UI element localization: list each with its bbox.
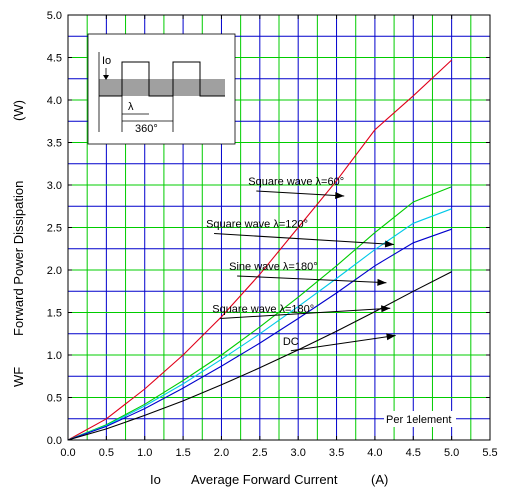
annotation-arrowhead-square-120: [384, 240, 395, 248]
y-axis-unit: (W): [11, 100, 26, 121]
y-axis-symbol: WF: [11, 367, 26, 387]
y-tick-label: 5.0: [47, 10, 62, 22]
annotation-arrowhead-dc: [386, 333, 396, 341]
y-tick-label: 3.0: [47, 180, 62, 192]
note-background: [384, 411, 456, 427]
x-tick-label: 0.5: [99, 447, 114, 459]
x-tick-label: 1.5: [175, 447, 190, 459]
annotation-arrow-square-180: [220, 307, 391, 319]
inset-period-label: 360°: [135, 123, 158, 135]
series-line-sine-wave-180: [67, 208, 452, 441]
y-tick-label: 3.5: [47, 138, 62, 150]
series-line-square-wave-180: [67, 228, 452, 441]
x-tick-label: 1.0: [137, 447, 152, 459]
x-tick-label: 4.5: [406, 447, 421, 459]
x-tick-label: 0.0: [60, 447, 75, 459]
annotation-sine-180: Sine wave λ=180°: [229, 261, 387, 286]
annotation-label-square-180: Square wave λ=180°: [212, 304, 314, 316]
inset-square-wave: [99, 61, 225, 97]
axis-ticks: 0.0 0.5 1.0 1.5 2.0 2.5 3.0 3.5 4.0 4.5 5.0 5.5 0.0 0…: [47, 10, 498, 459]
y-tick-label: 0.5: [47, 393, 62, 405]
x-axis-symbol: Io: [150, 472, 161, 487]
series-line-square-wave-120: [67, 186, 452, 441]
annotation-arrow-dc: [290, 334, 396, 352]
x-tick-label: 2.0: [214, 447, 229, 459]
inset-io-arrowhead: [103, 75, 109, 80]
annotation-label-dc: DC: [283, 336, 299, 348]
y-tick-label: 2.5: [47, 223, 62, 235]
y-tick-label: 2.0: [47, 265, 62, 277]
annotation-arrow-square-120: [214, 233, 395, 245]
annotation-label-square-60: Square wave λ=60°: [248, 176, 344, 188]
note-per-element: Per 1element: [386, 414, 451, 426]
annotation-dc: DC: [283, 333, 396, 352]
x-axis-unit: (A): [371, 472, 388, 487]
annotation-arrow-sine-180: [237, 275, 387, 284]
annotation-square-60: Square wave λ=60°: [248, 176, 345, 200]
annotation-arrowhead-sine-180: [377, 278, 387, 286]
x-tick-label: 5.0: [444, 447, 459, 459]
annotation-label-sine-180: Sine wave λ=180°: [229, 261, 317, 273]
annotation-square-120: Square wave λ=120°: [206, 219, 395, 248]
x-tick-label: 3.0: [291, 447, 306, 459]
y-tick-label: 1.5: [47, 308, 62, 320]
x-tick-label: 4.0: [367, 447, 382, 459]
series-line-dc: [67, 271, 452, 441]
y-tick-label: 4.5: [47, 53, 62, 65]
y-tick-label: 0.0: [47, 435, 62, 447]
inset-io-label: Io: [102, 55, 111, 67]
y-tick-label: 4.0: [47, 95, 62, 107]
x-tick-label: 5.5: [482, 447, 497, 459]
series-line-square-wave-60: [67, 59, 452, 441]
y-axis-title: Forward Power Dissipation: [11, 181, 26, 336]
series-lines: [67, 59, 452, 441]
annotation-arrowhead-square-180: [381, 305, 391, 313]
inset-lambda-label: λ: [128, 101, 134, 113]
x-tick-label: 2.5: [252, 447, 267, 459]
inset-average-band: [99, 79, 225, 96]
annotation-square-180: Square wave λ=180°: [212, 304, 391, 319]
x-axis-title: Average Forward Current: [191, 472, 338, 487]
x-tick-label: 3.5: [329, 447, 344, 459]
waveform-inset: Io λ 360°: [87, 33, 236, 145]
annotation-arrow-square-60: [256, 190, 345, 197]
y-tick-label: 1.0: [47, 350, 62, 362]
annotation-label-square-120: Square wave λ=120°: [206, 219, 308, 231]
annotation-arrowhead-square-60: [335, 192, 345, 200]
annotations: Square wave λ=60° Square wave λ=120° Sin…: [206, 176, 396, 352]
